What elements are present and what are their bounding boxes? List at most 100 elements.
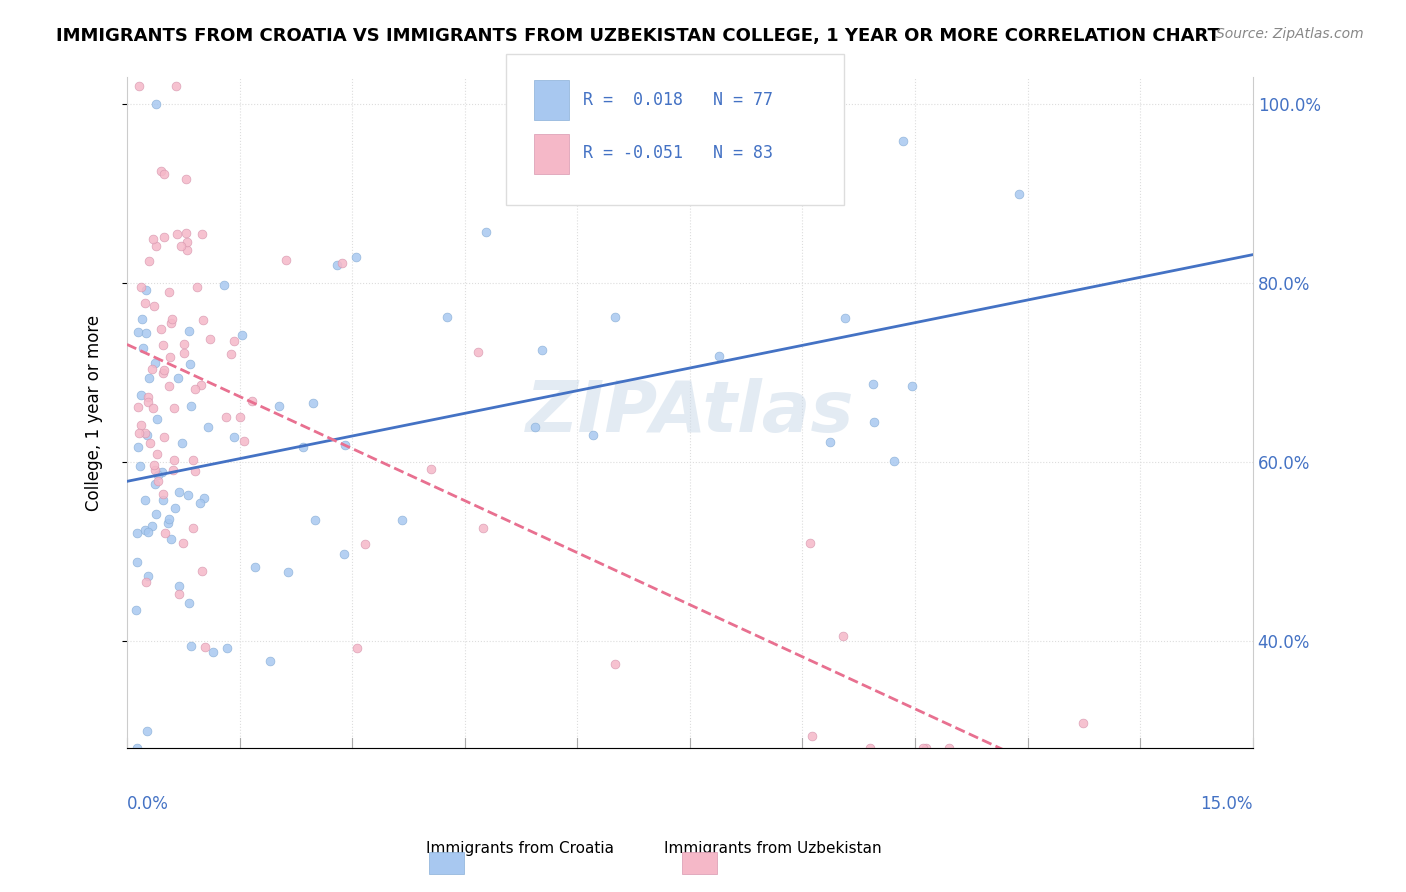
Point (194, 640, 217, 654)
Point (163, 453, 186, 467)
Point (153, 525, 176, 540)
Point (193, 491, 215, 505)
Point (153, 363, 176, 377)
Point (160, 316, 183, 330)
Point (524, 419, 547, 434)
Point (333, 547, 356, 561)
Point (212, 278, 235, 293)
Point (231, 328, 253, 343)
Point (186, 279, 208, 293)
Point (259, 654, 281, 668)
Point (135, 724, 157, 739)
Point (127, 555, 149, 569)
Point (191, 227, 214, 241)
Point (165, 501, 187, 516)
Point (190, 377, 212, 392)
Point (180, 399, 202, 413)
Point (173, 346, 195, 360)
Point (146, 467, 169, 482)
Point (163, 401, 186, 416)
Point (605, 657, 627, 671)
Point (160, 533, 183, 547)
Point (167, 579, 190, 593)
Text: R = -0.051   N = 83: R = -0.051 N = 83 (583, 145, 773, 162)
Point (420, 462, 443, 476)
Point (125, 741, 148, 756)
Point (135, 428, 157, 442)
Point (142, 232, 165, 246)
Point (136, 395, 159, 409)
Point (915, 741, 938, 756)
Point (176, 243, 198, 257)
Point (354, 536, 377, 550)
Point (901, 378, 924, 392)
Point (818, 434, 841, 449)
Point (222, 334, 245, 349)
Point (800, 729, 823, 743)
Point (530, 343, 553, 358)
Point (134, 296, 156, 310)
Point (141, 519, 163, 533)
Point (166, 227, 188, 242)
Point (134, 523, 156, 537)
Point (276, 565, 298, 579)
Point (174, 172, 197, 186)
Point (143, 356, 166, 370)
Point (127, 526, 149, 541)
Point (891, 134, 914, 148)
Point (183, 521, 205, 535)
Point (859, 741, 882, 756)
Point (150, 465, 173, 479)
Point (134, 493, 156, 508)
Point (191, 564, 214, 578)
Point (157, 285, 180, 300)
Point (603, 310, 626, 325)
Point (167, 484, 190, 499)
Point (799, 536, 821, 550)
Point (127, 325, 149, 339)
Point (197, 420, 219, 434)
Point (436, 310, 458, 325)
Point (1071, 716, 1094, 731)
Point (145, 97, 167, 112)
Point (136, 524, 159, 539)
Point (184, 464, 207, 478)
Point (174, 226, 197, 240)
Point (135, 284, 157, 298)
Point (145, 239, 167, 253)
Point (166, 371, 188, 385)
Point (179, 357, 201, 371)
Text: IMMIGRANTS FROM CROATIA VS IMMIGRANTS FROM UZBEKISTAN COLLEGE, 1 YEAR OR MORE CO: IMMIGRANTS FROM CROATIA VS IMMIGRANTS FR… (56, 27, 1220, 45)
Point (344, 250, 367, 264)
Text: Immigrants from Croatia: Immigrants from Croatia (426, 841, 614, 856)
Point (129, 388, 152, 402)
Point (135, 326, 157, 340)
Point (391, 513, 413, 527)
Y-axis label: College, 1 year or more: College, 1 year or more (86, 315, 103, 511)
Point (832, 629, 855, 643)
Point (127, 401, 149, 415)
Point (172, 535, 194, 549)
Point (179, 596, 201, 610)
Point (330, 256, 353, 270)
Point (136, 390, 159, 404)
Point (132, 341, 155, 355)
Point (245, 560, 267, 574)
Point (938, 741, 960, 756)
Point (143, 476, 166, 491)
Point (177, 488, 200, 502)
Point (215, 409, 238, 424)
Point (129, 418, 152, 433)
Point (146, 412, 169, 426)
Point (141, 362, 163, 376)
Point (467, 344, 489, 359)
Point (128, 426, 150, 441)
Point (146, 475, 169, 489)
Point (152, 487, 174, 501)
Point (131, 312, 153, 326)
Point (267, 399, 290, 413)
Point (222, 430, 245, 444)
Point (173, 337, 195, 351)
Point (883, 454, 905, 468)
Point (232, 434, 254, 448)
